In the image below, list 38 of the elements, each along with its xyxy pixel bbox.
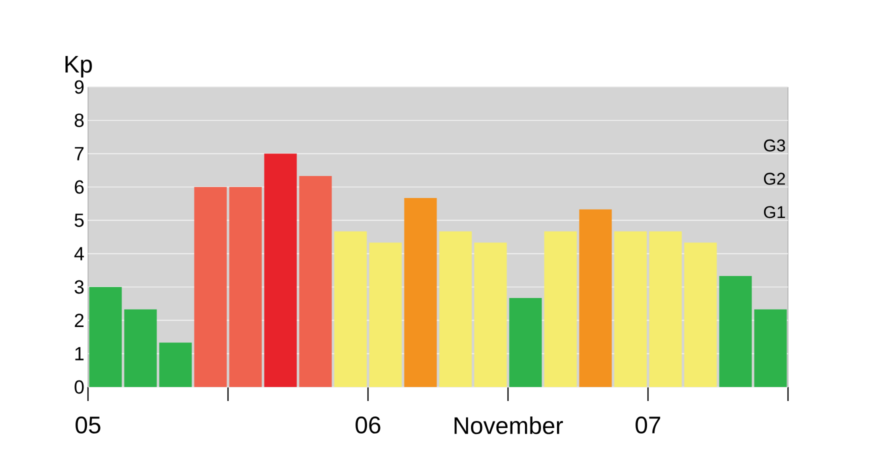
bar bbox=[649, 231, 682, 387]
bar bbox=[439, 231, 472, 387]
text: 06 bbox=[356, 416, 380, 434]
text: 07 bbox=[636, 416, 660, 434]
bar bbox=[544, 231, 577, 387]
bar bbox=[474, 242, 507, 387]
annotation: G3 bbox=[764, 139, 786, 152]
annotation: G2 bbox=[764, 172, 785, 185]
bar bbox=[264, 154, 297, 387]
text: November bbox=[454, 416, 563, 434]
bar bbox=[229, 187, 262, 387]
bar bbox=[194, 187, 227, 387]
y-tick-label: 3 bbox=[74, 280, 84, 294]
bar bbox=[684, 242, 717, 387]
bar bbox=[89, 287, 122, 387]
text: 05 bbox=[76, 416, 100, 434]
bar bbox=[299, 176, 332, 387]
y-tick-label: 5 bbox=[74, 214, 84, 227]
bar bbox=[509, 298, 542, 387]
y-tick-label: 4 bbox=[74, 247, 84, 260]
y-tick-label: 0 bbox=[74, 380, 84, 394]
bar bbox=[614, 231, 647, 387]
y-tick-label: 1 bbox=[75, 347, 84, 360]
bar bbox=[124, 309, 157, 387]
y-tick-label: 2 bbox=[74, 314, 84, 327]
bar bbox=[334, 231, 367, 387]
bar bbox=[369, 242, 402, 387]
bar bbox=[159, 342, 192, 387]
bar bbox=[719, 276, 752, 387]
y-tick-label: 7 bbox=[74, 147, 84, 160]
bar bbox=[404, 198, 437, 387]
y-axis-title: Kp bbox=[66, 56, 92, 78]
bar bbox=[579, 209, 612, 387]
bar bbox=[754, 309, 787, 387]
annotation: G1 bbox=[764, 206, 785, 218]
y-tick-label: 9 bbox=[74, 80, 84, 94]
y-tick-label: 8 bbox=[74, 114, 84, 128]
y-tick-label: 6 bbox=[74, 180, 84, 194]
